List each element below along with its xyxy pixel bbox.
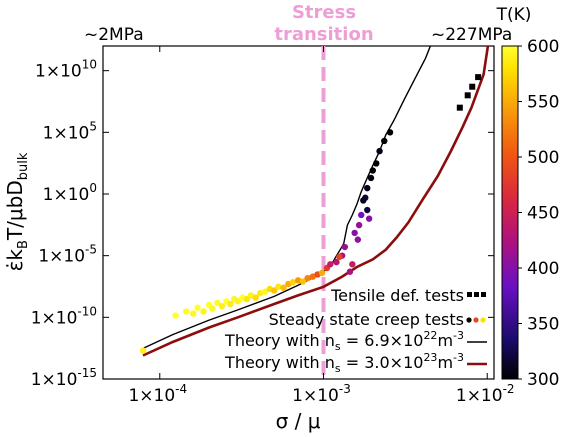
annotation-right-pressure: ~227MPa — [431, 25, 512, 45]
creep-point-45 — [369, 167, 376, 174]
creep-point-54 — [336, 253, 343, 261]
y-axis-label-main: ε̇k — [3, 249, 27, 272]
y-axis-label: ε̇kBT/μbDbulk — [3, 152, 31, 271]
legend-marker-tensile — [467, 292, 486, 297]
colorbar-title: T(K) — [496, 5, 532, 25]
creep-point-37 — [346, 268, 354, 275]
annotation-left-pressure: ~2MPa — [84, 25, 144, 45]
creep-point-22 — [275, 283, 282, 290]
stress-transition-label-2: transition — [274, 24, 373, 45]
creep-point-48 — [381, 137, 388, 145]
creep-point-50 — [365, 215, 373, 222]
creep-point-33 — [327, 261, 334, 268]
plot-area — [102, 45, 495, 380]
tensile-point-1 — [464, 92, 471, 99]
tensile-point-3 — [475, 74, 482, 81]
creep-point-26 — [294, 277, 302, 284]
theory-line-1 — [142, 46, 432, 350]
y-axis-label-sub1: B — [16, 240, 31, 249]
y-tick-label-5: 1×10-15 — [31, 366, 97, 390]
y-tick-label-2: 1×100 — [43, 181, 97, 205]
legend: Tensile def. tests Steady state creep te… — [224, 286, 487, 375]
creep-point-31 — [318, 269, 326, 277]
colorbar-gradient — [501, 45, 519, 380]
creep-point-17 — [252, 294, 259, 301]
x-tick-label-2: 1×10-2 — [456, 382, 515, 406]
creep-point-43 — [364, 184, 371, 192]
creep-point-9 — [218, 302, 226, 310]
y-tick-label-4: 1×10-10 — [31, 304, 97, 328]
creep-point-49 — [386, 129, 394, 136]
colorbar-tick-label-6: 600 — [527, 37, 559, 57]
creep-point-7 — [209, 305, 216, 312]
x-tick-label-1: 1×10-3 — [292, 382, 351, 406]
colorbar-ticks: 300 350 400 450 500 550 600 — [518, 37, 559, 390]
creep-point-52 — [364, 206, 371, 214]
creep-point-47 — [376, 147, 383, 155]
creep-point-25 — [289, 279, 297, 286]
creep-point-46 — [373, 160, 380, 167]
creep-point-21 — [271, 287, 278, 294]
theory-lines — [142, 46, 490, 357]
creep-point-0 — [139, 347, 147, 354]
creep-point-29 — [309, 273, 316, 280]
colorbar-tick-label-4: 500 — [527, 148, 559, 168]
creep-point-18 — [256, 290, 264, 297]
legend-entry-theory-1: Theory with ns = 6.9×1022m-3 — [224, 329, 464, 353]
creep-point-39 — [351, 229, 358, 237]
colorbar-tick-label-1: 350 — [527, 315, 559, 335]
theory-line-2 — [142, 46, 490, 357]
y-tick-label-1: 1×105 — [43, 119, 97, 143]
x-axis-label: σ / μ — [276, 409, 321, 433]
colorbar: T(K) 300 350 400 450 500 550 600 — [496, 5, 560, 390]
colorbar-tick-label-0: 300 — [527, 370, 559, 390]
creep-point-40 — [355, 221, 363, 229]
creep-point-15 — [243, 295, 250, 303]
creep-point-2 — [182, 308, 190, 315]
legend-entry-creep: Steady state creep tests — [269, 310, 464, 329]
legend-entry-tensile: Tensile def. tests — [330, 286, 464, 305]
y-tick-label-3: 1×10-5 — [38, 243, 97, 267]
y-axis-label-sub2: bulk — [16, 152, 31, 180]
x-tick-label-0: 1×10-4 — [128, 382, 187, 406]
colorbar-tick-label-5: 550 — [527, 93, 559, 113]
axis-ticks: 1×10-4 1×10-3 1×10-2 1×1010 1×105 1×100 1×10-5… — [31, 46, 515, 406]
colorbar-tick-label-2: 400 — [527, 259, 559, 279]
creep-point-11 — [227, 300, 234, 308]
creep-point-51 — [360, 197, 367, 204]
creep-point-27 — [299, 278, 307, 285]
creep-point-13 — [234, 298, 242, 305]
y-tick-label-0: 1×1010 — [35, 58, 97, 82]
creep-point-41 — [358, 211, 365, 219]
creep-point-36 — [341, 243, 349, 251]
creep-point-53 — [354, 236, 362, 243]
creep-point-28 — [304, 274, 311, 282]
legend-entry-theory-2: Theory with ns = 3.0×1023m-3 — [224, 351, 464, 375]
data-points — [139, 74, 482, 354]
colorbar-tick-label-3: 450 — [527, 204, 559, 224]
tensile-point-2 — [469, 83, 476, 90]
creep-point-44 — [367, 174, 375, 182]
creep-point-5 — [200, 308, 207, 315]
creep-point-34 — [333, 258, 340, 266]
creep-point-38 — [349, 261, 356, 268]
legend-marker-creep — [466, 317, 486, 323]
creep-point-4 — [194, 304, 201, 311]
creep-point-19 — [261, 288, 269, 295]
creep-point-8 — [214, 299, 221, 307]
creep-point-23 — [280, 284, 287, 291]
y-axis-label-mid: T/μbD — [3, 180, 27, 241]
tensile-point-0 — [456, 104, 463, 111]
creep-point-3 — [189, 310, 197, 317]
stress-transition-label-1: Stress — [292, 2, 356, 23]
creep-point-16 — [247, 292, 255, 299]
creep-point-1 — [172, 312, 179, 319]
